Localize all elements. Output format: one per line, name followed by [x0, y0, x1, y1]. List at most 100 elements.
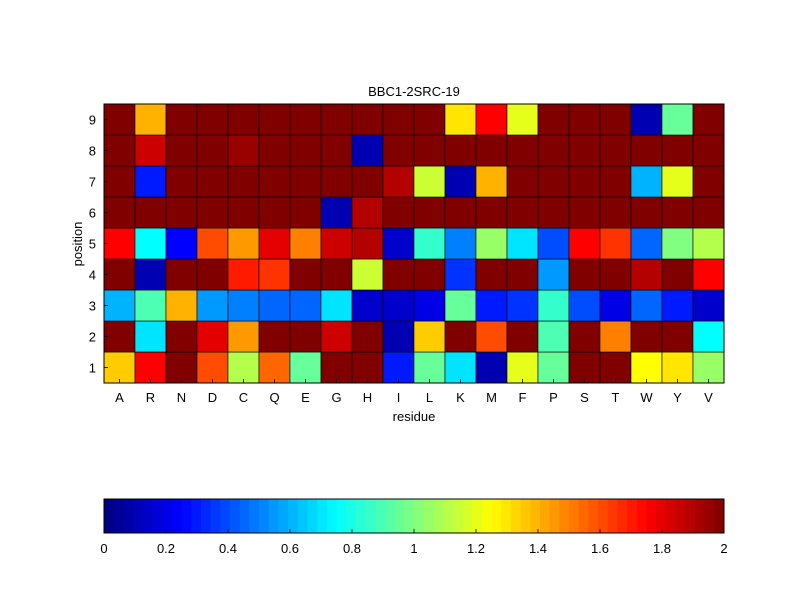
heatmap-cell	[227, 134, 260, 167]
heatmap-cell	[475, 227, 508, 260]
colorbar-tick-label: 0	[100, 541, 107, 556]
heatmap-cell	[475, 134, 508, 167]
colorbar-swatch	[162, 499, 173, 533]
colorbar-swatch	[501, 499, 512, 533]
colorbar-swatch	[307, 499, 318, 533]
colorbar-swatch	[578, 499, 589, 533]
y-tick-label: 1	[89, 361, 96, 376]
heatmap-cell	[227, 196, 260, 229]
colorbar-swatch	[181, 499, 192, 533]
colorbar-swatch	[239, 499, 250, 533]
colorbar-swatch	[472, 499, 483, 533]
colorbar-swatch	[598, 499, 609, 533]
heatmap-cell	[568, 351, 601, 384]
heatmap-cell	[692, 258, 725, 291]
heatmap-cell	[444, 103, 477, 136]
heatmap-cell	[382, 320, 415, 353]
y-axis-label: position	[70, 222, 85, 267]
colorbar-tick-label: 1.6	[591, 541, 609, 556]
heatmap-cell	[258, 103, 291, 136]
x-tick-label: E	[301, 390, 310, 405]
heatmap-cell	[320, 258, 353, 291]
colorbar-swatch	[326, 499, 337, 533]
heatmap-cell	[630, 165, 663, 198]
heatmap-cell	[413, 165, 446, 198]
heatmap-cell	[630, 289, 663, 322]
heatmap-cell	[475, 289, 508, 322]
x-tick-label: Y	[673, 390, 682, 405]
heatmap-cell	[630, 227, 663, 260]
colorbar-swatch	[433, 499, 444, 533]
y-tick-label: 9	[89, 113, 96, 128]
heatmap-cell	[134, 351, 167, 384]
heatmap-cell	[661, 103, 694, 136]
heatmap-cell	[506, 351, 539, 384]
heatmap-cell	[227, 165, 260, 198]
heatmap-cell	[568, 103, 601, 136]
heatmap-cell	[444, 289, 477, 322]
heatmap-cell	[382, 351, 415, 384]
heatmap-cell	[351, 289, 384, 322]
heatmap-cell	[599, 258, 632, 291]
heatmap-cell	[165, 258, 198, 291]
heatmap-cell	[351, 351, 384, 384]
heatmap-cell	[475, 258, 508, 291]
heatmap-cell	[103, 165, 136, 198]
heatmap-cell	[227, 289, 260, 322]
colorbar-swatch	[423, 499, 434, 533]
heatmap-cell	[444, 320, 477, 353]
heatmap-cell	[692, 134, 725, 167]
colorbar-swatch	[123, 499, 134, 533]
heatmap-cell	[506, 165, 539, 198]
heatmap-cell	[630, 103, 663, 136]
colorbar-swatch	[171, 499, 182, 533]
heatmap-cell	[258, 289, 291, 322]
heatmap-cell	[661, 320, 694, 353]
colorbar-swatch	[210, 499, 221, 533]
colorbar-swatch	[394, 499, 405, 533]
colorbar-swatch	[636, 499, 647, 533]
heatmap-cell	[196, 227, 229, 260]
heatmap-cell	[103, 320, 136, 353]
heatmap-cell	[320, 103, 353, 136]
heatmap-cell	[103, 134, 136, 167]
heatmap-cell	[382, 258, 415, 291]
heatmap-cell	[475, 320, 508, 353]
heatmap-cell	[382, 289, 415, 322]
heatmap-cell	[103, 227, 136, 260]
heatmap-cell	[413, 196, 446, 229]
x-tick-label: S	[580, 390, 589, 405]
heatmap-cell	[258, 258, 291, 291]
x-tick-label: H	[363, 390, 372, 405]
y-tick-label: 6	[89, 206, 96, 221]
colorbar-swatch	[694, 499, 706, 533]
heatmap-cell	[289, 351, 322, 384]
heatmap-cell	[413, 103, 446, 136]
heatmap-cell	[196, 196, 229, 229]
heatmap-cell	[630, 320, 663, 353]
heatmap-cell	[661, 227, 694, 260]
heatmap-cell	[413, 258, 446, 291]
colorbar-swatch	[539, 499, 551, 533]
colorbar-swatch	[249, 499, 260, 533]
colorbar-swatch	[656, 499, 667, 533]
heatmap-cell	[351, 134, 384, 167]
colorbar-swatch	[452, 499, 463, 533]
colorbar-tick-label: 0.2	[157, 541, 175, 556]
heatmap-cell	[227, 351, 260, 384]
colorbar-swatch	[142, 499, 153, 533]
colorbar-swatch	[414, 499, 425, 533]
colorbar-swatch	[113, 499, 124, 533]
heatmap-cell	[134, 289, 167, 322]
heatmap-cell	[258, 227, 291, 260]
heatmap-cell	[506, 258, 539, 291]
heatmap-cell	[103, 103, 136, 136]
heatmap-cell	[599, 103, 632, 136]
colorbar-tick-label: 0.4	[219, 541, 237, 556]
heatmap-cell	[289, 258, 322, 291]
heatmap-cell	[444, 134, 477, 167]
x-tick-label: N	[177, 390, 186, 405]
x-tick-label: P	[549, 390, 558, 405]
y-tick-label: 7	[89, 175, 96, 190]
heatmap-cell	[320, 320, 353, 353]
